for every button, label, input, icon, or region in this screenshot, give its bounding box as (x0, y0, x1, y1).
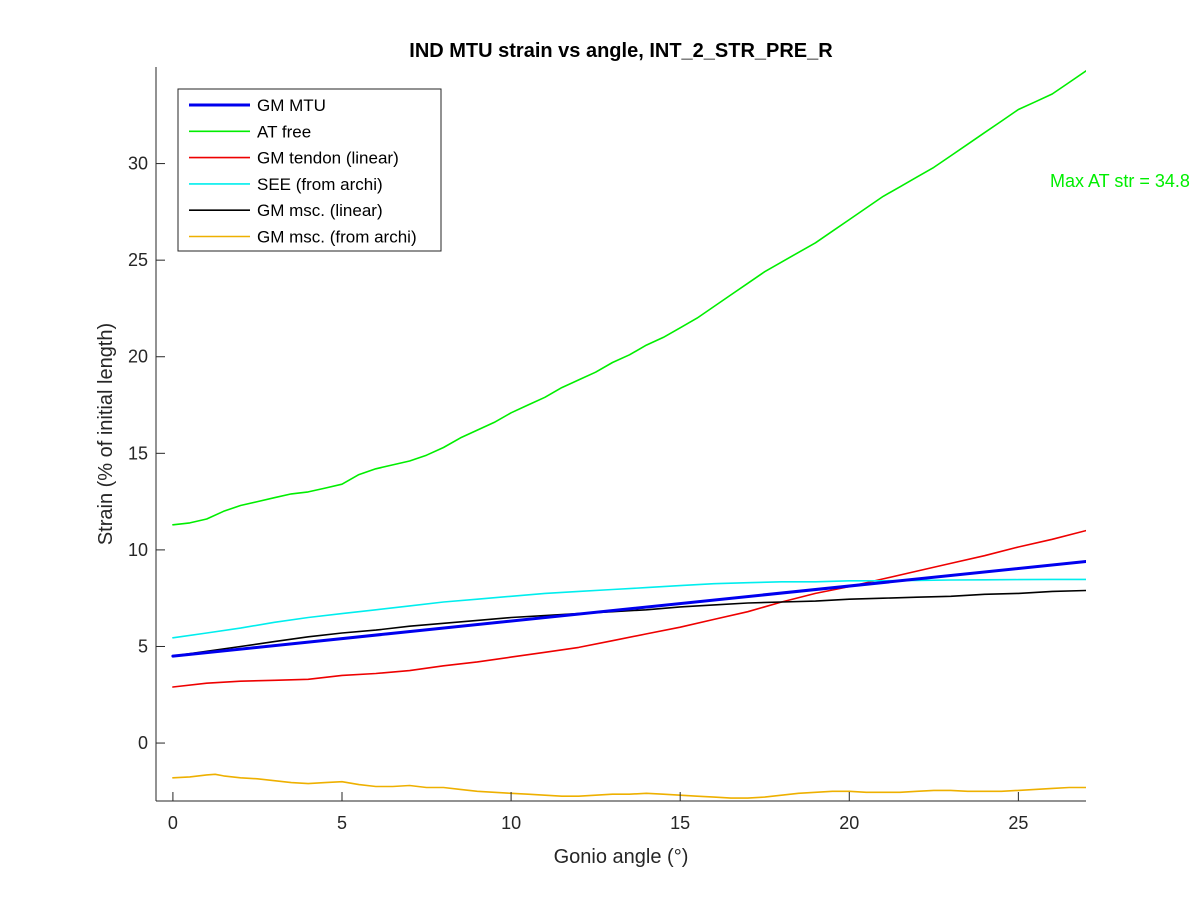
x-tick-label: 10 (501, 813, 521, 833)
x-tick-label: 15 (670, 813, 690, 833)
y-axis-label: Strain (% of initial length) (95, 323, 117, 545)
series-line-gm-msc-from-archi (172, 773, 1086, 799)
x-axis-label: Gonio angle (°) (554, 846, 689, 868)
legend-label: GM msc. (linear) (257, 201, 383, 220)
legend-label: SEE (from archi) (257, 175, 383, 194)
y-tick-label: 20 (128, 347, 148, 367)
y-tick-label: 25 (128, 250, 148, 270)
axes-layer: 0 5 10 15 20 25 0 5 10 15 20 25 30 (128, 67, 1086, 833)
x-tick-label: 25 (1008, 813, 1028, 833)
legend-items: GM MTU AT free GM tendon (linear) SEE (from… (189, 96, 417, 247)
legend-box (177, 88, 442, 252)
y-tick-label: 5 (138, 636, 148, 656)
x-tick-label: 0 (168, 813, 178, 833)
y-tick-label: 15 (128, 443, 148, 463)
legend-label: GM tendon (linear) (257, 149, 399, 168)
series-line-gm-tendon-linear (172, 529, 1086, 688)
series-line-at-free (172, 70, 1086, 526)
x-tick-label: 5 (337, 813, 347, 833)
y-tick-label: 10 (128, 540, 148, 560)
chart-title: IND MTU strain vs angle, INT_2_STR_PRE_R (409, 40, 833, 62)
x-tick-label: 20 (839, 813, 859, 833)
legend: GM MTU AT free GM tendon (linear) SEE (from… (177, 88, 442, 252)
legend-label: AT free (257, 122, 311, 141)
y-tick-label: 0 (138, 733, 148, 753)
max-at-strain-annotation: Max AT str = 34.8 (1050, 171, 1190, 191)
y-tick-label: 30 (128, 154, 148, 174)
series-line-gm-mtu (171, 560, 1086, 658)
legend-label: GM msc. (from archi) (257, 228, 417, 247)
series-line-see-from-archi (172, 578, 1086, 639)
series-line-gm-msc-linear (172, 589, 1086, 657)
series-layer (171, 70, 1086, 799)
legend-label: GM MTU (257, 96, 326, 115)
